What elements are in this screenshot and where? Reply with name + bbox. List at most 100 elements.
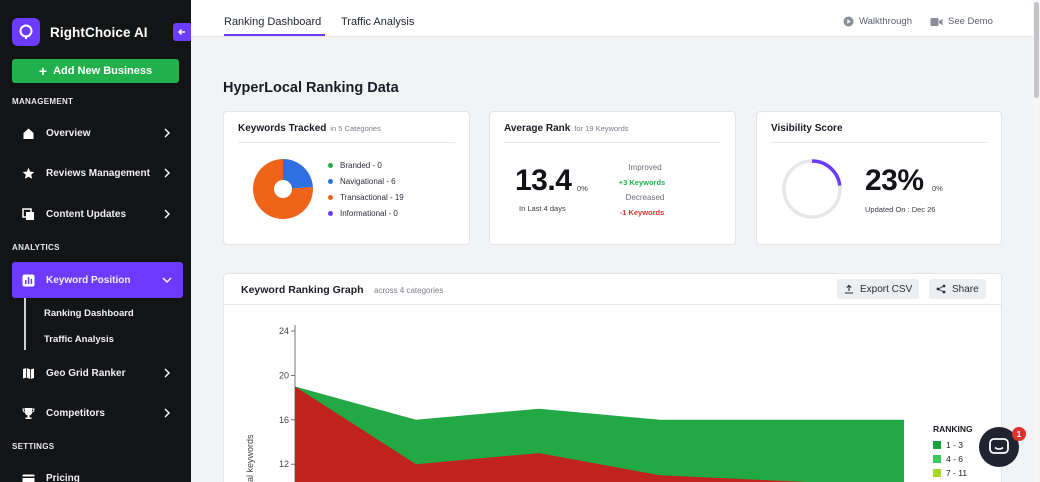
- submenu-line: [24, 298, 26, 350]
- y-tick-label: 24: [279, 326, 289, 336]
- page-scrollbar[interactable]: [1033, 0, 1040, 482]
- rank-card-title: Average Rank for 19 Keywords: [504, 123, 629, 134]
- area-series-1: [295, 386, 904, 482]
- chevron-right-icon: [164, 168, 170, 178]
- rank-period: In Last 4 days: [519, 204, 566, 213]
- collapse-sidebar-button[interactable]: [173, 23, 191, 41]
- decreased-label: Decreased: [625, 193, 665, 202]
- visibility-change: 0%: [932, 184, 943, 193]
- legend-label: 1 - 3: [946, 440, 964, 450]
- add-new-business-button[interactable]: + Add New Business: [12, 59, 179, 83]
- plus-icon: +: [38, 63, 48, 79]
- visibility-updated: Updated On : Dec 26: [865, 205, 936, 214]
- sidebar-item-geo-grid[interactable]: Geo Grid Ranker: [12, 355, 183, 391]
- sidebar-item-reviews[interactable]: Reviews Management: [12, 155, 183, 191]
- section-management: MANAGEMENT: [12, 97, 74, 106]
- sidebar-item-keyword-position[interactable]: Keyword Position: [12, 262, 183, 298]
- sidebar-subitem-ranking-dashboard[interactable]: Ranking Dashboard: [44, 308, 134, 319]
- bar-chart-icon: [20, 272, 36, 288]
- top-tab-bar: Ranking Dashboard Traffic Analysis Walkt…: [191, 0, 1033, 37]
- brand-name: RightChoice AI: [50, 24, 148, 40]
- walkthrough-link[interactable]: Walkthrough: [843, 16, 912, 27]
- ranking-legend-item[interactable]: 1 - 3: [933, 440, 973, 450]
- arrow-left-icon: [178, 29, 185, 35]
- sidebar-item-overview[interactable]: Overview: [12, 115, 183, 151]
- legend-dot: [328, 195, 333, 200]
- legend-label: Branded - 0: [340, 161, 382, 170]
- ranking-legend: RANKING 1 - 3 4 - 6 7 - 11: [933, 424, 973, 482]
- y-axis-label: al keywords: [245, 434, 255, 482]
- divider: [224, 304, 1001, 305]
- section-analytics: ANALYTICS: [12, 243, 60, 252]
- divider: [238, 142, 455, 143]
- keywords-legend-item: Branded - 0: [328, 161, 382, 170]
- y-tick-label: 16: [279, 415, 289, 425]
- graph-title: Keyword Ranking Graph: [241, 284, 364, 296]
- sidebar: RightChoice AI + Add New Business MANAGE…: [0, 0, 191, 482]
- divider: [771, 142, 987, 143]
- keywords-legend-item: Navigational - 6: [328, 177, 396, 186]
- legend-label: 4 - 6: [946, 454, 964, 464]
- map-icon: [20, 365, 36, 381]
- share-icon: [936, 284, 946, 294]
- average-rank-card: Average Rank for 19 Keywords 13.4 0% In L…: [489, 111, 736, 245]
- scrollbar-thumb[interactable]: [1034, 2, 1039, 98]
- legend-swatch: [933, 441, 941, 449]
- visibility-progress-ring: [782, 159, 842, 219]
- average-rank-value: 13.4: [515, 164, 572, 197]
- improved-label: Improved: [628, 163, 662, 172]
- legend-dot: [328, 179, 333, 184]
- legend-swatch: [933, 455, 941, 463]
- tab-traffic-analysis[interactable]: Traffic Analysis: [341, 16, 415, 28]
- active-tab-indicator: [224, 34, 325, 36]
- sidebar-item-pricing[interactable]: Pricing: [12, 460, 183, 482]
- brand-logo[interactable]: RightChoice AI: [12, 18, 148, 46]
- keywords-legend-item: Transactional - 19: [328, 193, 404, 202]
- keywords-donut-chart: [253, 159, 313, 219]
- section-settings: SETTINGS: [12, 442, 55, 451]
- visibility-card-title: Visibility Score: [771, 123, 843, 134]
- sidebar-subitem-traffic-analysis[interactable]: Traffic Analysis: [44, 334, 114, 345]
- see-demo-link[interactable]: See Demo: [930, 16, 993, 27]
- average-rank-change: 0%: [577, 184, 588, 193]
- legend-swatch: [933, 469, 941, 477]
- keywords-card-title: Keywords Tracked in 5 Categories: [238, 123, 381, 134]
- ranking-legend-item[interactable]: 4 - 6: [933, 454, 973, 464]
- chat-icon: [989, 438, 1009, 454]
- share-button[interactable]: Share: [929, 279, 986, 299]
- chevron-down-icon: [162, 277, 172, 283]
- ranking-legend-item[interactable]: 7 - 11: [933, 468, 973, 478]
- chat-notification-badge: 1: [1012, 427, 1026, 441]
- y-tick-label: 12: [279, 459, 289, 469]
- graph-subtitle: across 4 categories: [374, 286, 444, 295]
- logo-icon: [12, 18, 40, 46]
- legend-label: Transactional - 19: [340, 193, 404, 202]
- chevron-right-icon: [164, 368, 170, 378]
- visibility-value: 23%: [865, 164, 924, 197]
- legend-dot: [328, 211, 333, 216]
- keywords-tracked-card: Keywords Tracked in 5 Categories Branded …: [223, 111, 470, 245]
- sidebar-item-competitors[interactable]: Competitors: [12, 395, 183, 431]
- divider: [504, 142, 721, 143]
- legend-label: 7 - 11: [946, 468, 968, 478]
- card-icon: [20, 470, 36, 482]
- upload-icon: [845, 284, 853, 294]
- legend-label: Informational - 0: [340, 209, 398, 218]
- decreased-value: -1 Keywords: [619, 208, 665, 217]
- page-title: HyperLocal Ranking Data: [223, 80, 399, 96]
- chevron-right-icon: [164, 408, 170, 418]
- export-csv-button[interactable]: Export CSV: [837, 279, 920, 299]
- y-tick-label: 20: [279, 370, 289, 380]
- ranking-legend-title: RANKING: [933, 424, 973, 434]
- copy-icon: [20, 206, 36, 222]
- star-icon: [20, 165, 36, 181]
- chevron-right-icon: [164, 209, 170, 219]
- play-circle-icon: [843, 16, 854, 27]
- trophy-icon: [20, 405, 36, 421]
- sidebar-item-content[interactable]: Content Updates: [12, 196, 183, 232]
- donut-hole: [274, 180, 292, 198]
- visibility-score-card: Visibility Score 23% 0% Updated On : Dec…: [756, 111, 1002, 245]
- home-icon: [20, 125, 36, 141]
- tab-ranking-dashboard[interactable]: Ranking Dashboard: [224, 16, 322, 28]
- legend-dot: [328, 163, 333, 168]
